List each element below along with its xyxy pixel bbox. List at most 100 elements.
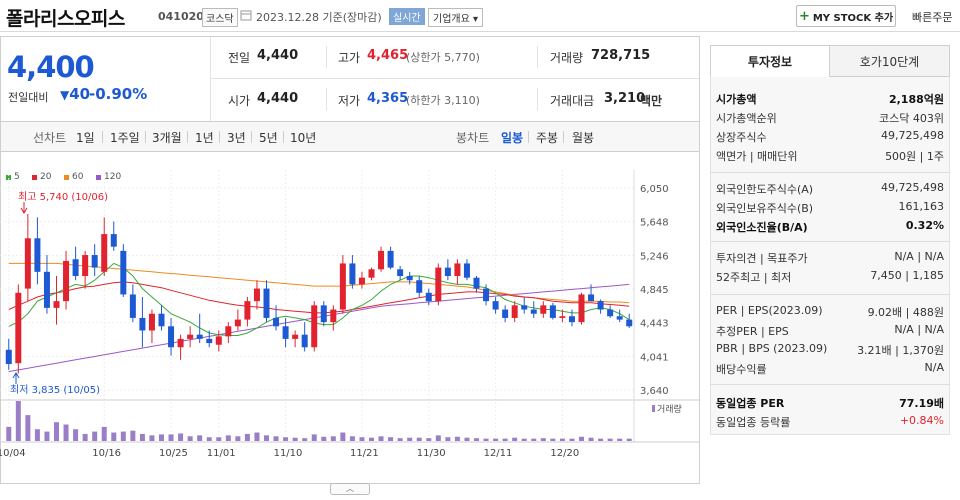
candle-body — [158, 313, 165, 327]
volume-bar — [445, 437, 451, 441]
info-value: 0.32% — [905, 219, 944, 232]
volume-bar — [321, 436, 327, 441]
candle-body — [521, 305, 528, 310]
prev-close-value: 4,440 — [257, 48, 299, 63]
candle-body — [530, 309, 537, 314]
tab-1w[interactable]: 1주일 — [110, 131, 140, 145]
tab-hoga[interactable]: 호가10단계 — [829, 45, 950, 77]
realtime-button[interactable]: 실시간 — [389, 8, 425, 25]
candle-body — [206, 338, 213, 344]
date-label: 2023.12.28 기준(장마감) — [256, 11, 382, 24]
divider — [210, 37, 211, 121]
low-annotation: 최저 3,835 (10/05) — [10, 384, 100, 396]
low-label: 저가 — [338, 94, 361, 108]
candle-body — [578, 294, 585, 323]
info-label: 외국인보유주식수(B) — [716, 202, 814, 215]
candle-body — [502, 309, 509, 318]
volume-bar — [531, 438, 537, 441]
info-value: 7,450 | 1,185 — [870, 269, 944, 282]
volume-bar — [168, 434, 174, 441]
x-tick-label: 10/16 — [92, 448, 121, 459]
candle-body — [215, 336, 222, 345]
volume-bar — [540, 438, 546, 441]
volume-bar — [626, 438, 632, 441]
x-tick-label: 11/01 — [207, 448, 236, 459]
change-percent: -0.90% — [89, 85, 148, 103]
candle-body — [406, 276, 413, 281]
volume-bar — [130, 430, 136, 441]
my-stock-label: MY STOCK 추가 — [812, 12, 894, 24]
volume-bar — [483, 438, 489, 441]
info-label: 동일업종 등락률 — [716, 416, 791, 429]
candle-body — [549, 305, 556, 318]
candle-body — [120, 250, 127, 295]
candle-body — [483, 288, 490, 302]
volume-bar — [426, 438, 432, 441]
volume-bar — [598, 438, 604, 441]
volume-bar — [244, 433, 250, 441]
info-value: 49,725,498 — [881, 129, 944, 142]
tab-5y[interactable]: 5년 — [259, 131, 278, 145]
prev-close-label: 전일 — [228, 51, 251, 65]
resize-handle[interactable]: ︿ — [330, 483, 370, 495]
panel-divider — [710, 294, 950, 295]
info-label: 투자의견 | 목표주가 — [716, 252, 808, 265]
volume-bar — [311, 434, 317, 441]
corp-overview-button[interactable]: 기업개요 ▾ — [428, 8, 484, 27]
tab-1d[interactable]: 1일 — [76, 131, 95, 145]
info-label: 시가총액 — [716, 93, 757, 106]
trade-value-unit: 백만 — [640, 94, 663, 108]
tab-3m[interactable]: 3개월 — [152, 131, 182, 145]
candle-chart[interactable]: 6,050 5,648 5,246 4,845 4,443 4,041 3,640 10/04… — [0, 170, 700, 462]
down-triangle-icon: ▼ — [60, 88, 70, 102]
candle-body — [63, 260, 70, 302]
low-value: 4,365 — [367, 91, 409, 106]
low-arrow-head — [12, 372, 20, 379]
y-tick-label: 4,443 — [640, 319, 669, 330]
info-label: 외국인한도주식수(A) — [716, 183, 814, 196]
volume-bar — [521, 438, 527, 441]
volume-bar — [101, 426, 107, 441]
tab-invest-info[interactable]: 투자정보 — [710, 45, 830, 77]
candle-body — [607, 309, 614, 317]
volume-bar — [63, 424, 69, 441]
my-stock-add-button[interactable]: + MY STOCK 추가 — [796, 5, 896, 27]
volume-bar — [225, 435, 231, 441]
tab-separator — [219, 131, 220, 143]
candle-body — [559, 316, 566, 318]
volume-bar — [569, 438, 575, 441]
candle-body — [292, 334, 299, 339]
x-tick-label: 12/11 — [484, 448, 513, 459]
candle-body — [5, 349, 12, 365]
candle-body — [234, 319, 241, 327]
volume-bar — [120, 431, 126, 441]
info-value: 9.02배 | 488원 — [867, 306, 944, 319]
candle-body — [282, 326, 289, 339]
tab-1y[interactable]: 1년 — [195, 131, 214, 145]
candle-body — [588, 294, 595, 302]
change-amount: 40 — [69, 85, 91, 103]
y-tick-label: 6,050 — [640, 184, 669, 195]
info-value: 161,163 — [898, 200, 945, 213]
upper-limit: (상한가 5,770) — [406, 51, 480, 64]
candle-body — [101, 234, 108, 272]
tab-weekly[interactable]: 주봉 — [536, 131, 559, 145]
volume-legend-swatch — [652, 405, 655, 412]
stock-header — [0, 0, 960, 32]
info-label: 외국인소진율(B/A) — [716, 221, 808, 234]
tab-separator — [283, 131, 284, 143]
tab-10y[interactable]: 10년 — [290, 131, 317, 145]
tab-daily[interactable]: 일봉 — [501, 131, 524, 145]
volume-bar — [178, 433, 184, 441]
volume-bar — [397, 438, 403, 441]
tab-3y[interactable]: 3년 — [227, 131, 246, 145]
candle-body — [187, 334, 194, 339]
quick-order-link[interactable]: 빠른주문 — [912, 11, 953, 24]
candle-body — [311, 305, 318, 348]
volume-bar — [378, 436, 384, 441]
tab-monthly[interactable]: 월봉 — [572, 131, 595, 145]
stock-code: 041020 — [158, 10, 204, 23]
volume-bar — [559, 438, 565, 441]
candle-body — [568, 316, 575, 323]
candle-body — [129, 294, 136, 318]
